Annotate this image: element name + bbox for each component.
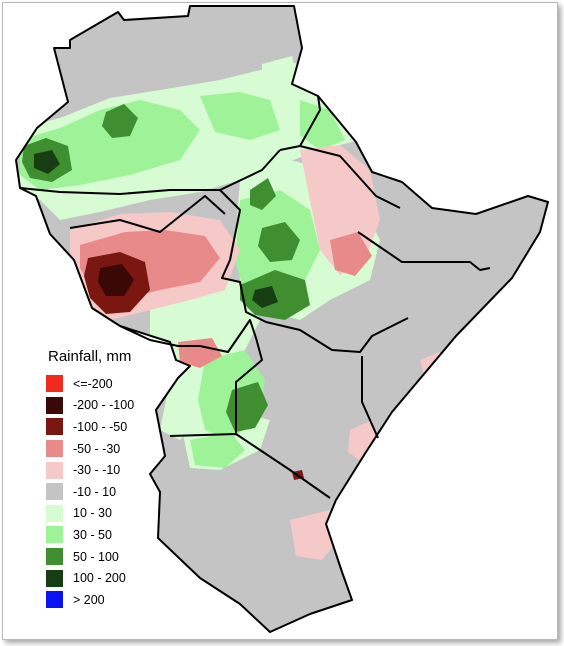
legend-label: <=-200 xyxy=(73,376,113,391)
legend-title: Rainfall, mm xyxy=(48,348,132,365)
border-sudan-south xyxy=(19,149,281,195)
border-tanzania xyxy=(169,433,331,499)
legend-swatch xyxy=(46,461,63,479)
anomaly-50-30-ethiopia xyxy=(330,232,372,276)
legend-swatch xyxy=(46,569,63,587)
legend-item: 10 - 30 xyxy=(46,503,196,525)
legend-swatch xyxy=(46,504,63,522)
border-uganda xyxy=(199,319,263,434)
legend-item: -30 - -10 xyxy=(46,459,196,481)
anomaly-50-100-ethiopia-b xyxy=(258,222,300,262)
anomaly-30-50-ne xyxy=(300,100,345,150)
legend-swatch xyxy=(46,418,63,436)
legend-swatch xyxy=(46,483,63,501)
legend-label: 10 - 30 xyxy=(73,506,112,521)
legend-item: > 200 xyxy=(46,589,196,611)
legend-label: 100 - 200 xyxy=(73,571,126,586)
legend-label: > 200 xyxy=(73,592,105,607)
anomaly-100-200-west xyxy=(34,150,60,174)
legend-swatch xyxy=(46,591,63,609)
anomaly-30-50-sudan xyxy=(200,92,280,140)
legend-label: 50 - 100 xyxy=(73,549,119,564)
legend-label: -30 - -10 xyxy=(73,463,121,478)
legend-item: -100 - -50 xyxy=(46,416,196,438)
legend-label: -10 - 10 xyxy=(73,484,117,499)
legend-item: 50 - 100 xyxy=(46,546,196,568)
border-drc-west xyxy=(119,325,200,347)
anomaly-200-100-car xyxy=(98,264,134,296)
legend-swatch xyxy=(46,548,63,566)
legend-rows: <=-200 -200 - -100 -100 - -50 -50 - -30 -30 … xyxy=(46,373,196,611)
rainfall-anomaly-layer xyxy=(20,56,444,560)
legend-item: <=-200 xyxy=(46,373,196,395)
border-ethiopia-somalia xyxy=(357,231,491,271)
border-eritrea xyxy=(299,145,401,209)
anomaly-50-100-ridge xyxy=(250,178,276,210)
legend-label: 30 - 50 xyxy=(73,527,112,542)
border-car-north xyxy=(69,195,226,233)
legend: Rainfall, mm <=-200 -200 - -100 -100 - -50… xyxy=(46,348,196,611)
legend-item: 100 - 200 xyxy=(46,567,196,589)
anomaly-50-100-sudan xyxy=(102,104,138,138)
legend-label: -100 - -50 xyxy=(73,419,128,434)
legend-label: -50 - -30 xyxy=(73,441,121,456)
coastline xyxy=(15,5,549,633)
border-sudan-ethiopia xyxy=(279,95,321,151)
legend-swatch xyxy=(46,440,63,458)
anomaly-30-50-lakes xyxy=(190,432,245,468)
legend-item: -10 - 10 xyxy=(46,481,196,503)
border-layer xyxy=(15,5,549,633)
border-ethiopia-kenya xyxy=(265,317,409,353)
legend-item: 30 - 50 xyxy=(46,524,196,546)
legend-swatch xyxy=(46,396,63,414)
anomaly-10-30-north xyxy=(262,56,300,100)
legend-swatch xyxy=(46,375,63,393)
legend-swatch xyxy=(46,526,63,544)
legend-item: -200 - -100 xyxy=(46,395,196,417)
anomaly-100-200-ethiopia xyxy=(252,286,278,308)
border-south-sudan xyxy=(219,189,267,323)
legend-label: -200 - -100 xyxy=(73,398,135,413)
legend-item: -50 - -30 xyxy=(46,438,196,460)
border-kenya-somalia xyxy=(361,356,379,439)
